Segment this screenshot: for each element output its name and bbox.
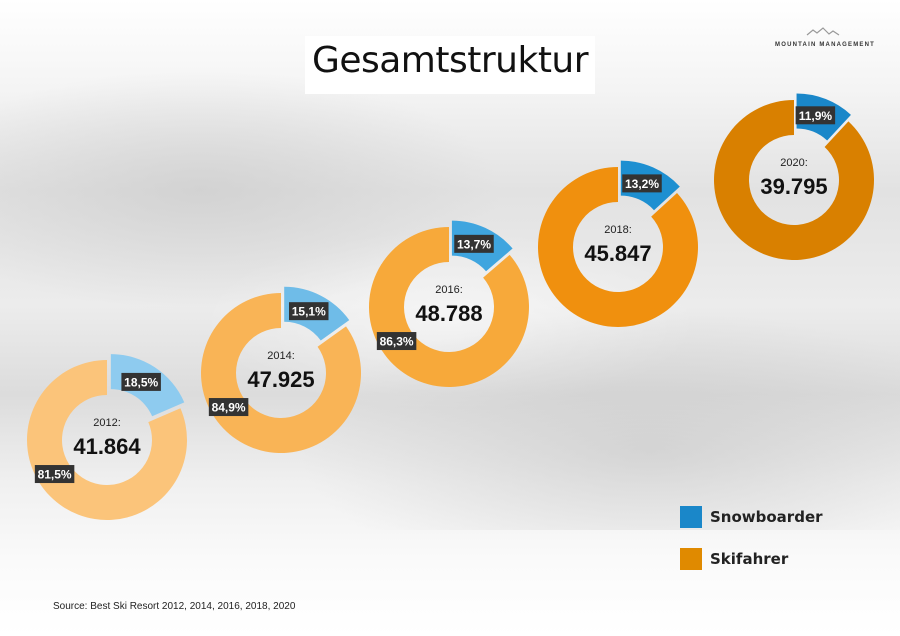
snowboarder-data-label: 11,9% (799, 109, 833, 123)
snowboarder-data-label: 13,7% (457, 237, 491, 251)
skifahrer-data-label: 81,5% (38, 468, 72, 482)
total-value: 48.788 (415, 301, 482, 326)
skifahrer-slice (538, 167, 698, 328)
skifahrer-data-label: 84,9% (212, 401, 246, 415)
snowboarder-data-label-bg (121, 372, 161, 391)
snowboarder-data-label-bg (288, 302, 329, 321)
logo-text: MOUNTAIN MANAGEMENT (775, 42, 876, 48)
total-value: 45.847 (584, 241, 651, 266)
snowboarder-data-label: 18,5% (124, 375, 158, 389)
source-note: Source: Best Ski Resort 2012, 2014, 2016… (53, 601, 296, 612)
year-label: 2016: (435, 284, 463, 296)
snowboarder-data-label: 15,1% (292, 305, 326, 319)
skifahrer-data-label-bg (34, 465, 75, 484)
legend-swatch-snowboarder (680, 506, 702, 528)
legend-item-skifahrer: Skifahrer (680, 548, 823, 570)
skifahrer-data-label-bg (208, 398, 249, 417)
total-value: 39.795 (760, 174, 827, 199)
snowboarder-data-label-bg (454, 234, 494, 253)
legend-label: Snowboarder (710, 508, 823, 526)
logo: MOUNTAIN MANAGEMENT (775, 24, 875, 48)
year-label: 2018: (604, 224, 632, 236)
skifahrer-slice (713, 100, 874, 261)
page-title: Gesamtstruktur (311, 40, 589, 81)
year-label: 2012: (93, 417, 121, 429)
legend-item-snowboarder: Snowboarder (680, 506, 823, 528)
year-label: 2014: (267, 350, 295, 362)
skifahrer-data-label-bg (376, 332, 417, 351)
total-value: 47.925 (247, 367, 314, 392)
legend-swatch-skifahrer (680, 548, 702, 570)
snowboarder-data-label-bg (795, 106, 836, 125)
snowboarder-data-label: 13,2% (625, 177, 659, 191)
legend-label: Skifahrer (710, 550, 789, 568)
title-background (305, 36, 595, 94)
total-value: 41.864 (73, 434, 141, 459)
year-label: 2020: (780, 157, 808, 169)
mountain-logo-icon (806, 27, 840, 36)
skifahrer-data-label: 86,3% (380, 335, 414, 349)
legend: Snowboarder Skifahrer (680, 506, 823, 590)
snowboarder-data-label-bg (622, 174, 662, 193)
